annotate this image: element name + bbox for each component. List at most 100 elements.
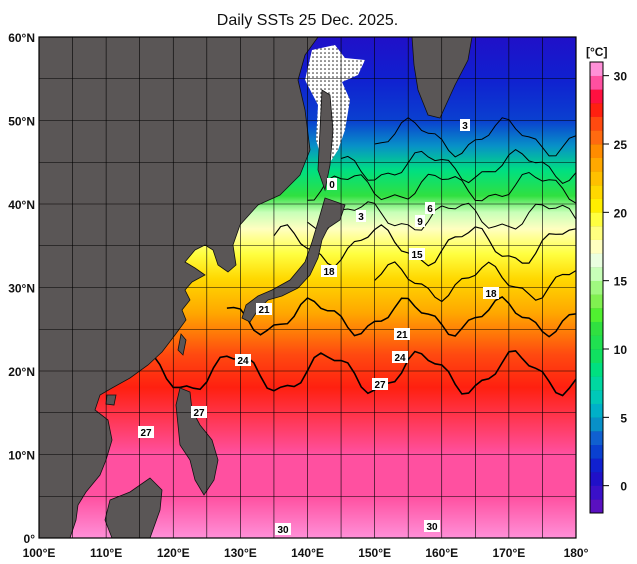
contour-label: 0 [327,178,337,191]
contour-label-text: 3 [462,121,468,132]
colorbar-swatch [590,226,603,240]
contour-label-text: 21 [396,330,408,341]
colorbar-swatch [590,103,603,117]
contour-label-text: 6 [427,204,433,215]
latitude-label: 10°N [8,449,35,463]
contour-label-text: 24 [394,353,406,364]
longitude-label: 150°E [358,546,391,560]
contour-label-text: 21 [258,305,270,316]
longitude-label: 170°E [492,546,525,560]
colorbar-tick-label: 30 [614,70,628,84]
colorbar-swatch [590,144,603,158]
colorbar-tick-label: 0 [620,480,627,494]
colorbar-swatch [590,157,603,172]
contour-label: 9 [415,215,425,228]
contour-label: 3 [460,119,470,132]
latitude-label: 30°N [8,282,35,296]
colorbar-swatch [590,212,603,227]
colorbar-swatch [590,198,603,213]
isotherm-line [340,148,576,184]
colorbar-swatch [590,362,603,377]
colorbar-swatch [590,390,603,404]
colorbar-swatch [590,116,603,131]
colorbar-swatch [590,130,603,145]
contour-label-text: 30 [426,522,438,533]
colorbar-swatch [590,417,603,432]
colorbar-swatch [590,253,603,268]
contour-label: 30 [275,523,291,536]
borneo-island [104,477,163,538]
longitude-label: 120°E [157,546,190,560]
colorbar-swatch [590,280,603,295]
contour-labels: 0 3 3 69 15 18 18 21 21 24 24 27 27 27 30 30 [138,119,499,536]
colorbar-tick-label: 20 [614,206,628,220]
colorbar-tick-label: 25 [614,138,628,152]
contour-label-text: 24 [237,356,249,367]
colorbar-swatch [590,444,603,459]
colorbar-unit: [°C] [586,45,607,59]
contour-label: 30 [424,520,440,533]
colorbar-swatch [590,403,603,418]
isotherm-line [273,224,576,268]
isotherm-line [118,350,576,397]
colorbar-tick-label: 5 [620,411,627,425]
contour-label-text: 27 [374,380,386,391]
colorbar-swatch [590,335,603,350]
colorbar-swatch [590,458,603,473]
contour-label-text: 3 [358,212,364,223]
contour-label-text: 27 [140,428,152,439]
map-frame [38,36,577,539]
hainan-island [105,394,117,406]
longitude-label: 100°E [23,546,56,560]
longitude-label: 180° [564,546,589,560]
colorbar-swatch [590,171,603,186]
colorbar-swatch [590,75,603,90]
colorbar-swatch [590,376,603,391]
contour-label: 21 [256,303,272,316]
colorbar-swatch [590,89,603,104]
latitude-label: 40°N [8,198,35,212]
longitude-label: 140°E [291,546,324,560]
colorbar-swatch [590,239,603,254]
contour-label: 3 [356,210,366,223]
contour-label-text: 18 [323,267,335,278]
colorbar-swatch [590,485,603,500]
contour-label: 27 [191,406,207,419]
lat-lon-grid [39,37,576,538]
contour-label-text: 15 [411,250,423,261]
contour-label-text: 0 [329,180,335,191]
latitude-label: 20°N [8,365,35,379]
colorbar-swatch [590,499,603,514]
longitude-label: 130°E [224,546,257,560]
latitude-label: 60°N [8,31,35,45]
contour-label: 21 [394,328,410,341]
colorbar-tick-label: 10 [614,343,628,357]
colorbar: 30 25 20 15 10 5 0 [589,61,628,514]
contour-label: 15 [409,248,425,261]
contour-label: 24 [392,351,408,364]
colorbar-swatch [590,267,603,281]
contour-label-text: 27 [193,408,205,419]
taiwan-island [177,333,187,356]
colorbar-swatch [590,62,603,76]
colorbar-swatch [590,472,603,486]
longitude-labels: 100°E 110°E 120°E 130°E 140°E 150°E 160°E 170°E… [23,546,589,560]
colorbar-swatch [590,308,603,322]
isotherm-line [226,295,576,338]
contour-label: 18 [483,287,499,300]
colorbar-swatch [590,431,603,445]
contour-label: 27 [372,378,388,391]
longitude-label: 160°E [425,546,458,560]
longitude-label: 110°E [90,546,122,560]
contour-label: 6 [425,202,435,215]
colorbar-tick-label: 15 [614,275,628,289]
colorbar-swatch [590,185,603,199]
latitude-labels: 60°N 50°N 40°N 30°N 20°N 10°N 0° [8,31,35,546]
contour-label: 24 [235,354,251,367]
colorbar-swatch [590,349,603,363]
colorbar-swatch [590,321,603,336]
contour-label-text: 9 [417,217,423,228]
contour-label-text: 18 [485,289,497,300]
